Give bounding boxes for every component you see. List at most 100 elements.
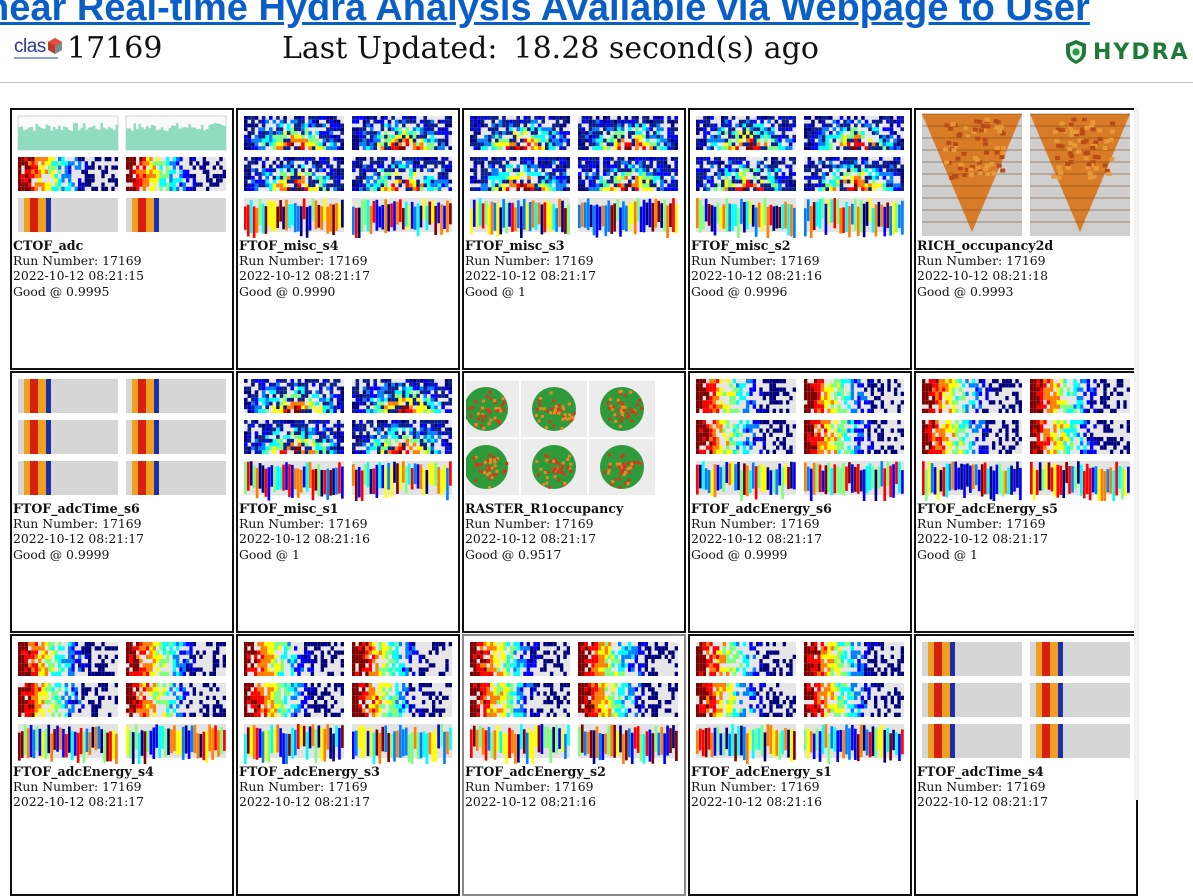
plot-timestamp: 2022-10-12 08:21:17	[917, 794, 1135, 809]
plot-thumbnail[interactable]	[692, 112, 908, 238]
hydra-brand-text: HYDRA	[1093, 40, 1190, 65]
plot-thumbnail-image	[918, 638, 1134, 764]
plot-thumbnail-image	[14, 375, 230, 501]
plot-thumbnail-image	[692, 112, 908, 238]
plot-status: Good @ 0.9517	[465, 547, 683, 562]
plot-timestamp: 2022-10-12 08:21:17	[465, 531, 683, 546]
hydra-shield-icon	[1064, 39, 1088, 65]
plot-timestamp: 2022-10-12 08:21:17	[691, 531, 909, 546]
plot-run-number: Run Number: 17169	[239, 779, 457, 794]
plot-name: RICH_occupancy2d	[917, 238, 1135, 253]
plot-name: FTOF_adcTime_s4	[917, 764, 1135, 779]
plot-status: Good @ 0.9999	[13, 547, 231, 562]
plot-name: FTOF_adcTime_s6	[13, 501, 231, 516]
plot-timestamp: 2022-10-12 08:21:17	[13, 531, 231, 546]
plot-thumbnail[interactable]	[692, 375, 908, 501]
plot-thumbnail-image	[692, 375, 908, 501]
plot-run-number: Run Number: 17169	[13, 516, 231, 531]
plot-status: Good @ 0.9993	[917, 284, 1135, 299]
plot-run-number: Run Number: 17169	[13, 779, 231, 794]
plot-thumbnail[interactable]	[240, 638, 456, 764]
plot-thumbnail-image	[14, 112, 230, 238]
plot-name: FTOF_adcEnergy_s2	[465, 764, 683, 779]
plot-status: Good @ 0.9995	[13, 284, 231, 299]
hydra-logo: HYDRA	[1064, 38, 1190, 66]
plot-thumbnail[interactable]	[240, 112, 456, 238]
plot-timestamp: 2022-10-12 08:21:16	[239, 531, 457, 546]
plot-run-number: Run Number: 17169	[917, 779, 1135, 794]
plot-run-number: Run Number: 17169	[691, 253, 909, 268]
plot-name: FTOF_misc_s1	[239, 501, 457, 516]
plot-run-number: Run Number: 17169	[13, 253, 231, 268]
plot-thumbnail[interactable]	[240, 375, 456, 501]
plot-timestamp: 2022-10-12 08:21:16	[691, 794, 909, 809]
plot-thumbnail[interactable]	[918, 112, 1134, 238]
plot-thumbnail[interactable]	[14, 112, 230, 238]
plot-thumbnail-image	[466, 638, 682, 764]
plot-thumbnail[interactable]	[918, 375, 1134, 501]
plot-name: FTOF_misc_s4	[239, 238, 457, 253]
plot-status: Good @ 1	[465, 284, 683, 299]
plot-run-number: Run Number: 17169	[465, 253, 683, 268]
plot-run-number: Run Number: 17169	[239, 516, 457, 531]
plot-thumbnail-image	[918, 112, 1134, 238]
plot-thumbnail[interactable]	[918, 638, 1134, 764]
plot-run-number: Run Number: 17169	[691, 779, 909, 794]
plot-thumbnail-image	[240, 638, 456, 764]
plot-thumbnail[interactable]	[466, 112, 682, 238]
clas-logo: clas	[14, 38, 66, 62]
plot-name: RASTER_R1occupancy	[465, 501, 683, 516]
plot-name: FTOF_adcEnergy_s5	[917, 501, 1135, 516]
plot-status: Good @ 1	[917, 547, 1135, 562]
plot-thumbnail[interactable]	[466, 375, 682, 501]
plot-thumbnail[interactable]	[692, 638, 908, 764]
plot-run-number: Run Number: 17169	[917, 253, 1135, 268]
clas-logo-icon	[46, 37, 64, 55]
plot-status: Good @ 0.9996	[691, 284, 909, 299]
last-updated: Last Updated:18.28 second(s) ago	[282, 31, 819, 66]
last-updated-label: Last Updated:	[282, 31, 498, 66]
plot-name: FTOF_misc_s3	[465, 238, 683, 253]
plot-run-number: Run Number: 17169	[691, 516, 909, 531]
scrollbar-track[interactable]	[1134, 108, 1139, 800]
plot-thumbnail-image	[240, 375, 456, 501]
plot-thumbnail[interactable]	[14, 638, 230, 764]
plot-name: FTOF_misc_s2	[691, 238, 909, 253]
plot-run-number: Run Number: 17169	[465, 779, 683, 794]
plot-status: Good @ 0.9990	[239, 284, 457, 299]
plot-run-number: Run Number: 17169	[917, 516, 1135, 531]
plot-thumbnail[interactable]	[14, 375, 230, 501]
page-banner-title: near Real-time Hydra Analysis Available …	[0, 0, 1193, 30]
plot-timestamp: 2022-10-12 08:21:17	[917, 531, 1135, 546]
plot-name: FTOF_adcEnergy_s1	[691, 764, 909, 779]
plot-thumbnail[interactable]	[466, 638, 682, 764]
plot-status: Good @ 1	[239, 547, 457, 562]
clas-logo-subtitle	[14, 57, 58, 59]
